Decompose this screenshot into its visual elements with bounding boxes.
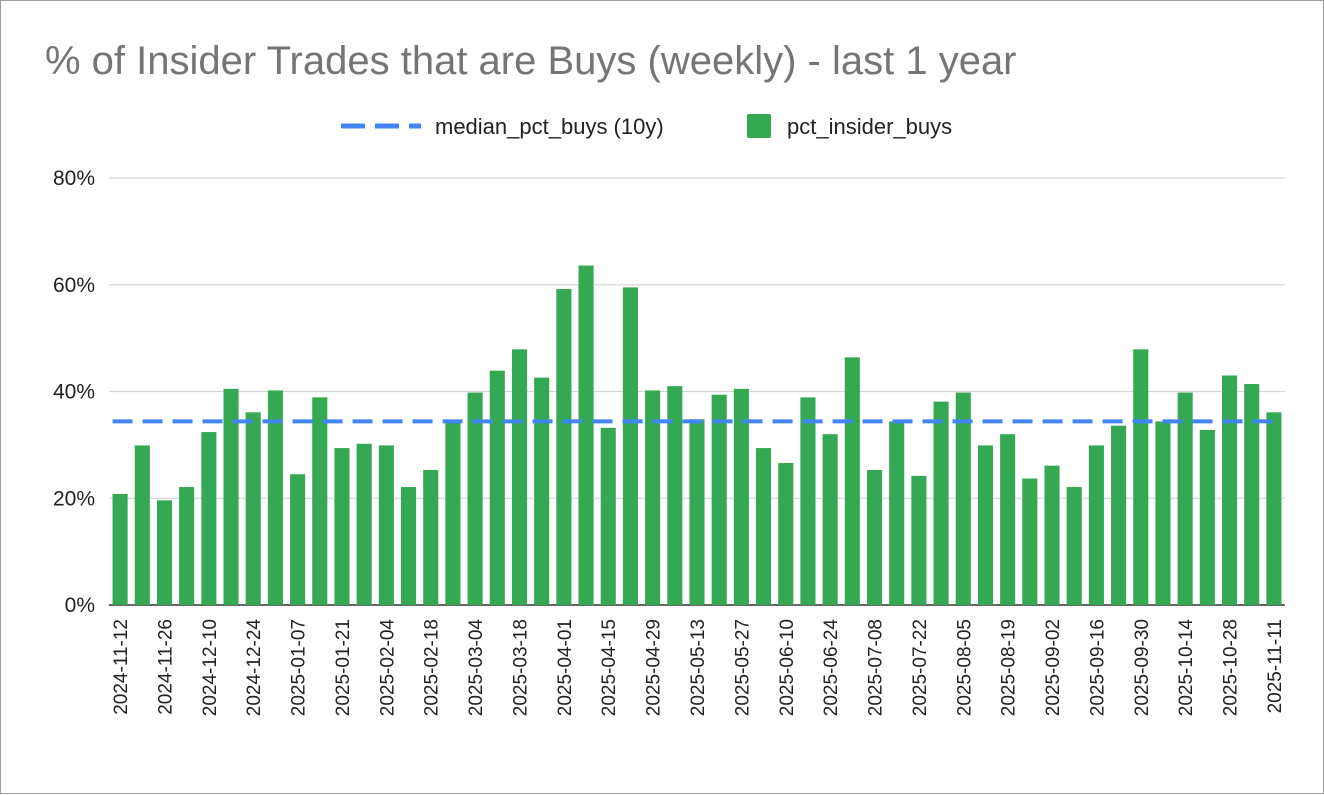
chart-title: % of Insider Trades that are Buys (weekl… [45,39,1017,83]
x-tick-label: 2025-05-13 [688,619,709,716]
x-tick-label: 2025-04-29 [644,619,665,716]
bar [511,349,528,605]
bar [223,388,239,605]
bar [1177,392,1193,605]
x-axis-ticks: 2024-11-12 2024-11-26 2024-12-10 2024-12-24… [111,619,1286,717]
bar [822,434,838,605]
bar [1000,434,1016,605]
bar [423,469,439,605]
bars [112,265,1282,605]
bar [445,421,461,605]
x-tick-label: 2025-03-18 [510,619,531,716]
bar [1244,384,1260,605]
bar [179,487,195,605]
bar [911,475,927,605]
bar [401,487,417,605]
x-tick-label: 2025-06-24 [821,619,842,717]
x-tick-label: 2025-09-16 [1087,619,1108,716]
bar [156,500,173,605]
x-tick-label: 2025-01-21 [333,619,354,716]
bar [645,390,661,605]
bar [245,412,261,605]
bar [489,370,505,605]
x-tick-label: 2025-08-19 [999,619,1020,716]
legend-buys-label: pct_insider_buys [787,114,952,139]
bar [267,390,283,605]
bar [844,357,860,605]
x-tick-label: 2024-12-24 [244,619,265,717]
bar [1088,445,1104,605]
legend-buys-swatch [747,114,771,138]
x-tick-label: 2025-02-04 [377,619,398,717]
bar [556,289,572,605]
bar [866,469,883,605]
x-tick-label: 2025-04-15 [599,619,620,716]
bar [1199,429,1215,605]
bar [290,474,306,605]
x-tick-label: 2025-05-27 [732,619,753,716]
bar [356,443,372,605]
bar [1155,421,1171,605]
bar [534,377,550,605]
legend-median-label: median_pct_buys (10y) [435,114,664,139]
bar [1022,478,1038,605]
x-tick-label: 2025-07-08 [866,619,887,716]
bar [977,445,993,605]
x-tick-label: 2024-11-12 [111,619,132,715]
bar [1111,425,1127,605]
x-tick-label: 2025-03-04 [466,619,487,717]
y-tick-label: 20% [53,487,95,510]
bar [756,448,772,605]
bar [1066,487,1082,605]
x-tick-label: 2025-01-07 [289,619,310,716]
x-tick-label: 2024-12-10 [200,619,221,716]
x-tick-label: 2025-07-22 [910,619,931,716]
bar [800,397,816,605]
bar [578,265,594,605]
x-tick-label: 2024-11-26 [155,619,176,715]
bar [134,445,150,605]
bar [1221,375,1238,605]
y-tick-label: 80% [53,167,95,190]
bar [955,392,971,605]
x-tick-label: 2025-09-02 [1043,619,1064,716]
bar [467,392,483,605]
y-tick-label: 40% [53,381,95,404]
y-tick-label: 60% [53,274,95,297]
bar [733,388,749,605]
bar [312,397,328,605]
x-tick-label: 2025-09-30 [1132,619,1153,716]
bar [201,432,217,605]
y-axis-ticks: 0% 20% 40% 60% 80% [53,167,95,617]
x-tick-label: 2025-06-10 [777,619,798,716]
bar [667,386,683,605]
bar [1044,465,1060,605]
legend: median_pct_buys (10y) pct_insider_buys [341,114,952,139]
y-tick-label: 0% [65,594,95,617]
bar [778,463,794,605]
bar [622,287,638,605]
bar [689,419,705,605]
bar [600,427,616,605]
x-tick-label: 2025-10-28 [1221,619,1242,716]
x-tick-label: 2025-11-11 [1265,619,1286,713]
bar [378,445,394,605]
bar [889,421,905,605]
bar [1266,412,1282,605]
x-tick-label: 2025-10-14 [1176,619,1197,717]
bar [711,394,727,605]
bar [112,493,128,605]
bar [334,448,350,605]
x-tick-label: 2025-04-01 [555,619,576,716]
bar [933,401,949,605]
x-tick-label: 2025-02-18 [422,619,443,716]
x-tick-label: 2025-08-05 [954,619,975,716]
bar [1133,349,1149,605]
